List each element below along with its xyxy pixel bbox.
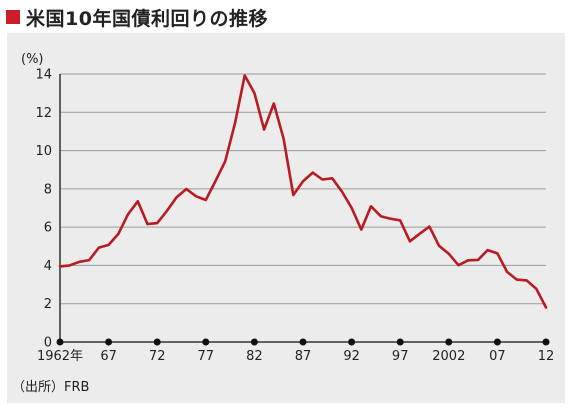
series-line-0 (58, 74, 548, 309)
x-tick-label-1977: 77 (198, 349, 215, 364)
x-tick-label-2012: 12 (538, 349, 555, 364)
x-tick-dot-2002 (445, 338, 453, 346)
y-tick-label-6: 6 (44, 221, 52, 236)
line-chart: 0 2 4 6 8 10 12 14(%) 1962年 67 72 77 82 87 92 97 2002 07 1… (21, 52, 555, 364)
x-tick-label-1982: 82 (246, 349, 263, 364)
x-tick-label-2007: 07 (489, 349, 506, 364)
x-tick-dot-1967 (105, 338, 113, 346)
chart-title-bar: 米国10年国債利回りの推移 (6, 4, 268, 30)
title-marker (6, 10, 20, 24)
x-tick-dot-1977 (202, 338, 210, 346)
y-tick-label-0: 0 (44, 336, 52, 351)
x-tick-label-1992: 92 (343, 349, 360, 364)
y-tick-label-12: 12 (35, 106, 52, 121)
x-tick-label-1997: 97 (392, 349, 409, 364)
x-tick-dot-2007 (493, 338, 501, 346)
y-tick-label-2: 2 (44, 297, 52, 312)
y-tick-label-8: 8 (44, 182, 52, 197)
y-axis-unit-label: (%) (21, 52, 44, 67)
x-tick-label-2002: 2002 (432, 349, 465, 364)
x-tick-dot-1972 (153, 338, 161, 346)
chart-title: 米国10年国債利回りの推移 (26, 7, 268, 30)
y-tick-label-4: 4 (44, 259, 52, 274)
x-tick-dot-1962 (56, 338, 64, 346)
x-tick-dot-1997 (396, 338, 404, 346)
x-tick-label-1962: 1962年 (37, 349, 83, 364)
y-tick-label-14: 14 (35, 68, 52, 83)
x-tick-dot-1992 (348, 338, 356, 346)
plot-panel: 0 2 4 6 8 10 12 14 (%) 1962年 67 72 77 82 87 92 97 2002 07 1… (7, 33, 565, 403)
x-tick-label-1967: 67 (100, 349, 117, 364)
source-note: （出所）FRB (12, 380, 90, 395)
x-tick-label-1972: 72 (149, 349, 166, 364)
x-tick-label-1987: 87 (295, 349, 312, 364)
y-tick-label-10: 10 (35, 144, 52, 159)
x-tick-dot-1982 (250, 338, 258, 346)
x-tick-dot-1987 (299, 338, 307, 346)
x-tick-dot-2012 (542, 338, 550, 346)
